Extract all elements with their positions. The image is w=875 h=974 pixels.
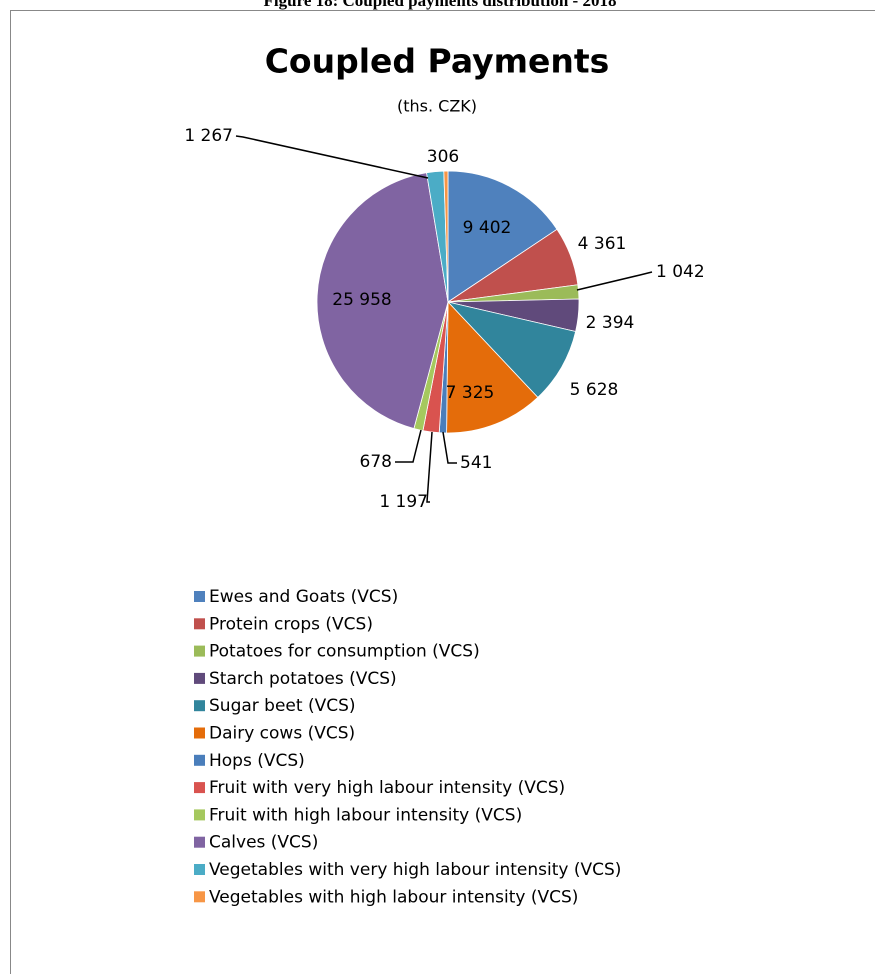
data-label: 4 361 (578, 234, 627, 254)
legend-label: Ewes and Goats (VCS) (209, 587, 398, 607)
legend-label: Calves (VCS) (209, 833, 318, 853)
data-label: 7 325 (446, 383, 495, 403)
legend-label: Fruit with very high labour intensity (V… (209, 778, 565, 798)
data-label: 25 958 (332, 290, 391, 310)
leader-line (426, 431, 433, 503)
legend-label: Vegetables with very high labour intensi… (209, 860, 621, 880)
legend-swatch (194, 591, 205, 602)
data-label: 1 042 (656, 262, 705, 282)
legend-swatch (194, 672, 205, 684)
data-label: 2 394 (586, 313, 635, 333)
pie-slice (443, 170, 449, 303)
chart-title: Coupled Payments (265, 42, 610, 81)
pie-slice (447, 170, 558, 303)
legend-label: Starch potatoes (VCS) (209, 669, 397, 689)
legend-swatch (194, 645, 205, 657)
figure-caption: Figure 18: Coupled payments distribution… (264, 0, 617, 10)
leader-line (235, 135, 429, 179)
data-label: 678 (360, 452, 392, 472)
pie-slice (316, 172, 449, 429)
legend-label: Protein crops (VCS) (209, 614, 373, 634)
legend-swatch (194, 891, 205, 903)
legend-label: Fruit with high labour intensity (VCS) (209, 805, 522, 825)
data-label: 1 197 (379, 492, 428, 512)
data-label: 306 (427, 147, 459, 167)
legend-swatch (194, 809, 205, 821)
legend-label: Vegetables with high labour intensity (V… (209, 887, 578, 907)
legend-swatch (194, 700, 205, 712)
legend-label: Dairy cows (VCS) (209, 724, 355, 744)
chart-frame (10, 10, 875, 974)
leader-line (442, 431, 457, 464)
chart-subtitle: (ths. CZK) (397, 97, 477, 116)
pie-slice (446, 301, 577, 398)
legend-swatch (194, 782, 205, 794)
leader-line (395, 429, 422, 463)
legend-label: Sugar beet (VCS) (209, 696, 356, 716)
legend-swatch (194, 727, 205, 739)
data-label: 1 267 (184, 126, 233, 146)
data-label: 9 402 (463, 218, 512, 238)
legend-swatch (194, 864, 205, 875)
leader-line (576, 271, 653, 291)
pie-slice (446, 301, 539, 434)
legend-label: Potatoes for consumption (VCS) (209, 642, 480, 662)
data-label: 541 (460, 453, 492, 473)
legend-swatch (194, 754, 205, 766)
legend-label: Hops (VCS) (209, 751, 305, 771)
legend-swatch (194, 618, 205, 630)
legend-swatch (194, 836, 205, 848)
data-label: 5 628 (570, 380, 619, 400)
